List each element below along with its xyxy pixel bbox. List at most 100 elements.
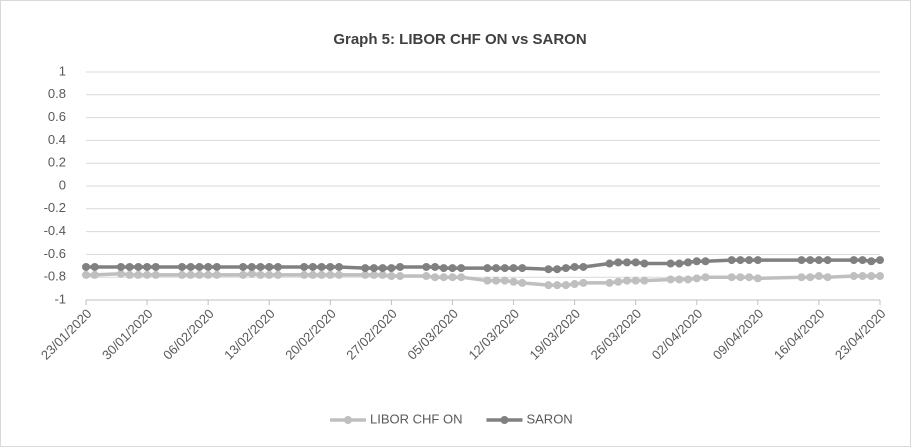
data-point: [396, 272, 405, 281]
y-tick-label: -0.6: [44, 246, 66, 261]
data-point: [439, 273, 448, 282]
y-tick-label: 0: [59, 177, 66, 192]
data-point: [684, 275, 693, 284]
data-point: [518, 264, 527, 273]
data-point: [605, 259, 614, 268]
data-point: [335, 270, 344, 279]
data-point: [448, 264, 457, 273]
data-point: [134, 262, 143, 271]
data-point: [675, 259, 684, 268]
data-point: [675, 275, 684, 284]
data-point: [195, 270, 204, 279]
data-point: [814, 272, 823, 281]
legend-marker: [344, 416, 352, 424]
data-point: [727, 273, 736, 282]
data-point: [457, 273, 466, 282]
data-point: [422, 272, 431, 281]
data-point: [387, 272, 396, 281]
data-point: [666, 259, 675, 268]
data-point: [422, 262, 431, 271]
data-point: [335, 262, 344, 271]
data-point: [212, 270, 221, 279]
data-point: [439, 264, 448, 273]
data-point: [116, 262, 125, 271]
data-point: [858, 272, 867, 281]
data-point: [579, 262, 588, 271]
y-tick-label: 0.6: [48, 109, 66, 124]
data-point: [605, 278, 614, 287]
data-point: [614, 277, 623, 286]
data-point: [369, 270, 378, 279]
data-point: [867, 272, 876, 281]
data-point: [308, 262, 317, 271]
data-point: [125, 262, 134, 271]
data-point: [143, 262, 152, 271]
data-point: [265, 262, 274, 271]
data-point: [553, 265, 562, 274]
data-point: [631, 276, 640, 285]
data-point: [90, 270, 99, 279]
data-point: [300, 270, 309, 279]
data-point: [797, 256, 806, 265]
data-point: [492, 264, 501, 273]
data-point: [666, 275, 675, 284]
data-point: [369, 264, 378, 273]
data-point: [631, 258, 640, 267]
data-point: [797, 273, 806, 282]
data-point: [177, 262, 186, 271]
data-point: [736, 273, 745, 282]
data-point: [265, 270, 274, 279]
data-point: [177, 270, 186, 279]
data-point: [186, 270, 195, 279]
data-point: [745, 273, 754, 282]
data-point: [448, 273, 457, 282]
data-point: [151, 270, 160, 279]
data-point: [614, 258, 623, 267]
data-point: [431, 262, 440, 271]
data-point: [684, 258, 693, 267]
data-point: [640, 276, 649, 285]
data-point: [134, 270, 143, 279]
data-point: [125, 270, 134, 279]
data-point: [544, 281, 553, 290]
data-point: [823, 273, 832, 282]
data-point: [212, 262, 221, 271]
data-point: [82, 262, 90, 271]
data-point: [692, 274, 701, 283]
legend-marker: [500, 416, 509, 424]
data-point: [858, 256, 867, 265]
data-point: [701, 273, 710, 282]
data-point: [509, 264, 518, 273]
data-point: [640, 259, 649, 268]
data-point: [186, 262, 195, 271]
data-point: [143, 270, 152, 279]
data-point: [483, 264, 492, 273]
data-point: [361, 264, 370, 273]
data-point: [544, 265, 553, 274]
data-point: [692, 257, 701, 266]
data-point: [849, 256, 858, 265]
data-point: [500, 264, 509, 273]
data-point: [727, 256, 736, 265]
data-point: [204, 270, 213, 279]
data-point: [806, 273, 815, 282]
legend-label: SARON: [526, 411, 572, 426]
data-point: [492, 276, 501, 285]
data-point: [204, 262, 213, 271]
data-point: [326, 262, 335, 271]
data-point: [867, 257, 876, 266]
data-point: [849, 272, 858, 281]
data-point: [247, 269, 256, 278]
data-point: [579, 278, 588, 287]
data-point: [387, 264, 396, 273]
data-point: [195, 262, 204, 271]
data-point: [483, 276, 492, 285]
data-point: [273, 262, 282, 271]
y-tick-label: -0.2: [44, 200, 66, 215]
legend-label: LIBOR CHF ON: [370, 411, 462, 426]
data-point: [326, 270, 335, 279]
data-point: [431, 273, 440, 282]
data-point: [553, 281, 562, 290]
data-point: [622, 276, 631, 285]
